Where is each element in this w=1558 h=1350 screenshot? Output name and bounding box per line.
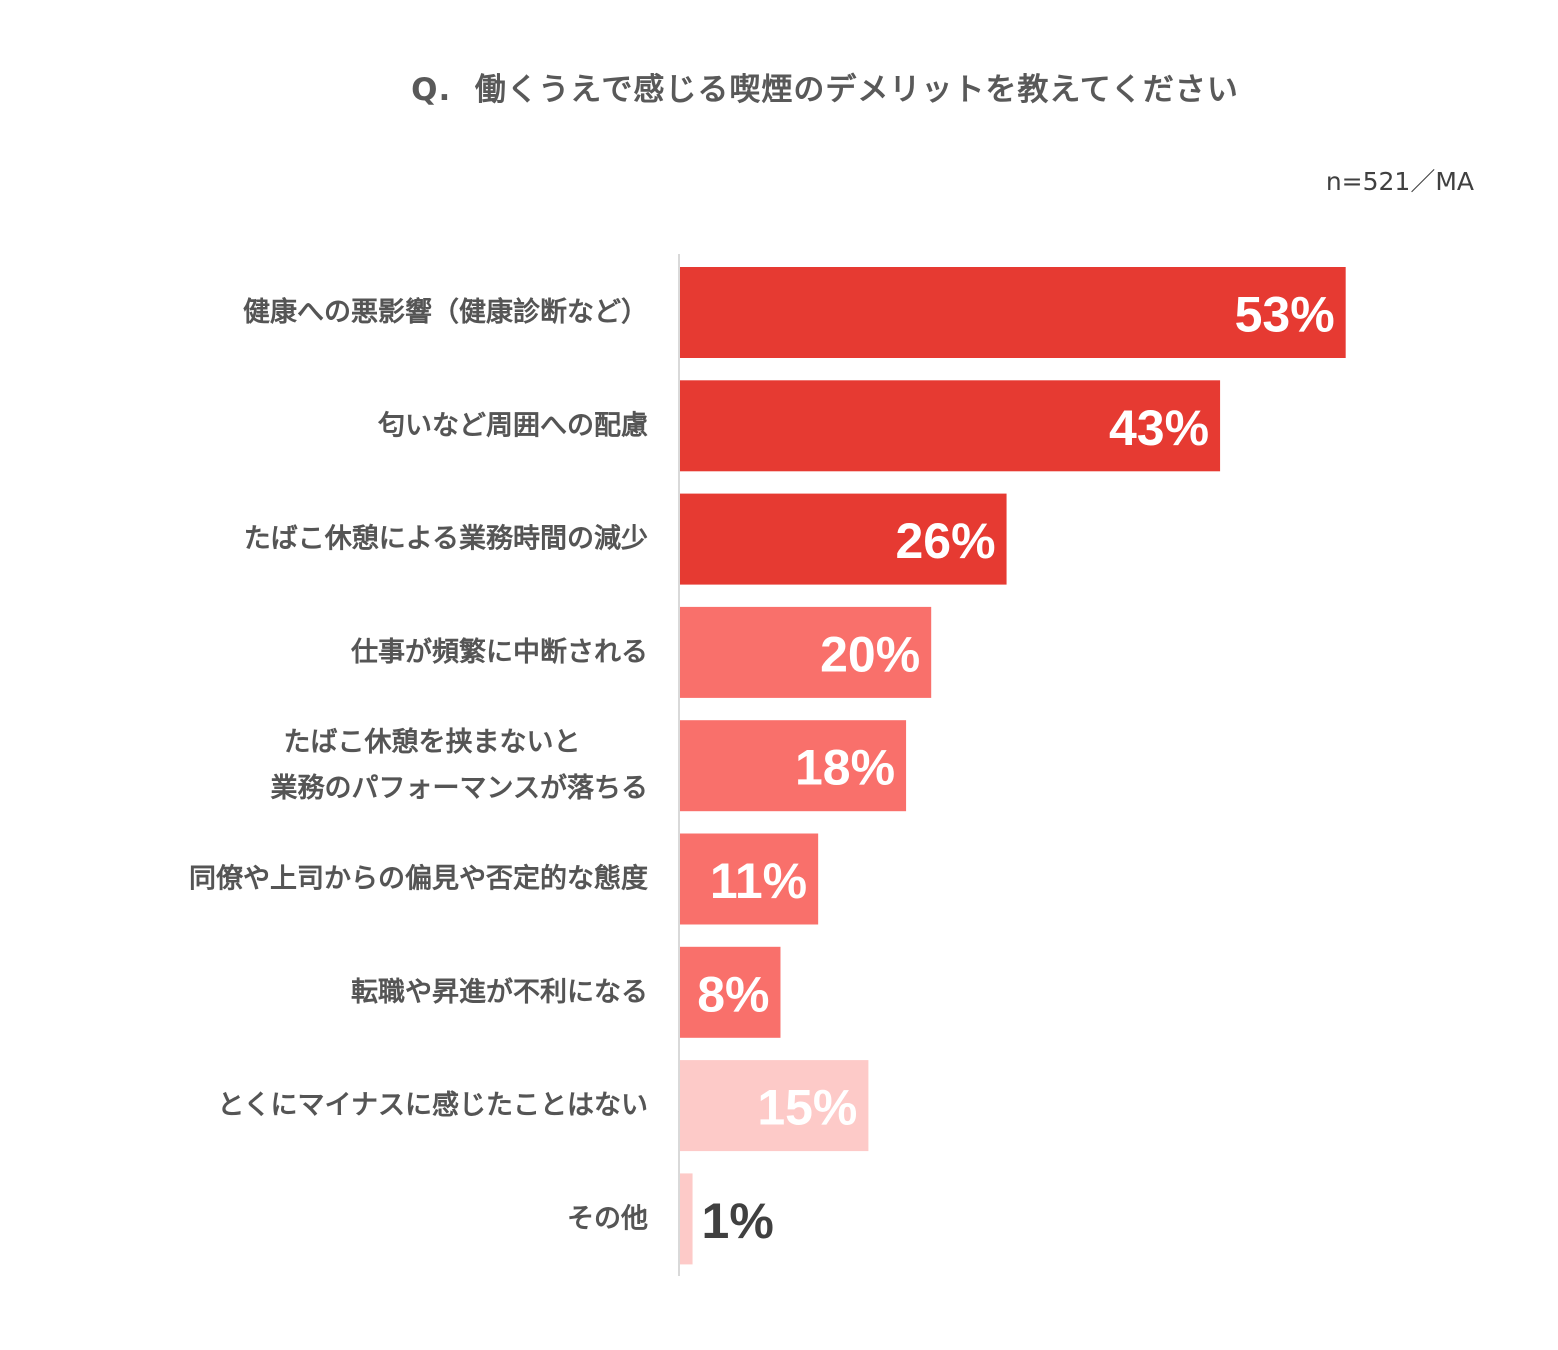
category-label-8: とくにマイナスに感じたことはない bbox=[217, 1089, 648, 1121]
bar-1 bbox=[680, 267, 1346, 358]
bar-8 bbox=[680, 1060, 869, 1152]
value-label-3: 26% bbox=[895, 513, 995, 569]
bar-5 bbox=[680, 720, 907, 812]
value-label-2: 43% bbox=[1109, 400, 1209, 456]
category-label-5: たばこ休憩を挟まないと業務のパフォーマンスが落ちる bbox=[271, 726, 648, 804]
category-label-1: 健康への悪影響（健康診断など） bbox=[243, 296, 648, 328]
bar-7 bbox=[680, 946, 781, 1038]
category-label-9: その他 bbox=[567, 1203, 648, 1234]
sample-size-note: n=521／MA bbox=[1325, 167, 1474, 196]
value-label-1: 53% bbox=[1235, 287, 1335, 343]
value-label-6: 11% bbox=[710, 853, 807, 909]
value-label-7: 8% bbox=[697, 966, 769, 1022]
category-label-6: 同僚や上司からの偏見や否定的な態度 bbox=[189, 863, 648, 895]
bar-6 bbox=[680, 833, 819, 925]
chart-title: Q. 働くうえで感じる喫煙のデメリットを教えてください bbox=[411, 72, 1239, 108]
bar-9 bbox=[680, 1173, 693, 1265]
category-label-2: 匂いなど周囲への配慮 bbox=[377, 410, 648, 441]
value-label-5: 18% bbox=[795, 740, 895, 796]
bar-2 bbox=[680, 380, 1221, 472]
value-label-9: 1% bbox=[702, 1193, 774, 1249]
bar-3 bbox=[680, 493, 1007, 585]
category-label-7: 転職や昇進が不利になる bbox=[351, 976, 648, 1008]
category-label-4: 仕事が頻繁に中断される bbox=[350, 636, 648, 668]
bar-4 bbox=[680, 606, 932, 698]
value-label-4: 20% bbox=[820, 626, 920, 682]
category-label-3: たばこ休憩による業務時間の減少 bbox=[244, 523, 648, 555]
value-label-8: 15% bbox=[757, 1080, 857, 1136]
